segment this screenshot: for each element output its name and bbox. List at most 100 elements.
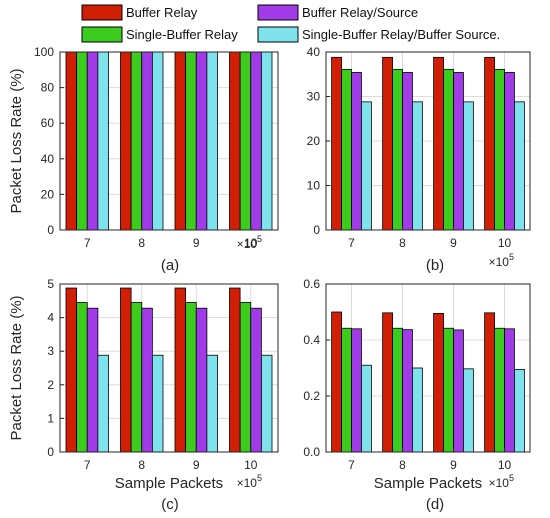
bar: [229, 287, 241, 453]
x-tick-label: 10: [498, 236, 512, 250]
bar: [76, 302, 88, 453]
x-multiplier: ×105: [489, 252, 514, 269]
bar: [443, 68, 454, 231]
legend-swatch: [257, 26, 299, 43]
bar: [130, 51, 143, 231]
y-tick-label: 40: [41, 152, 55, 166]
x-tick-label: 7: [348, 236, 355, 250]
bar: [239, 51, 252, 231]
bar: [494, 68, 505, 231]
bar: [514, 368, 525, 453]
bar: [351, 328, 362, 453]
chart-panel: 0 10 20 30 40 7 8 9 10 ×105 (b): [307, 45, 531, 274]
legend-swatch: [81, 26, 123, 43]
legend-label: Single-Buffer Relay/Buffer Source.: [302, 27, 500, 42]
x-multiplier: ×105: [237, 234, 262, 251]
bar: [151, 354, 164, 453]
x-tick-label: 9: [450, 458, 457, 472]
bar: [97, 354, 109, 453]
x-multiplier: ×105: [489, 473, 514, 490]
axes-frame: [59, 283, 279, 453]
y-tick-label: 30: [307, 90, 321, 104]
legend-item: Single-Buffer Relay/Buffer Source.: [257, 26, 500, 43]
x-tick-label: 8: [138, 458, 145, 472]
bar: [185, 302, 197, 453]
legend-swatch: [81, 4, 123, 21]
bar: [195, 307, 208, 453]
bar: [239, 302, 252, 453]
x-tick-label: 9: [450, 236, 457, 250]
y-tick-label: 40: [307, 45, 321, 59]
bar: [174, 51, 187, 231]
legend-item: Single-Buffer Relay: [81, 26, 238, 43]
x-tick-label: 9: [193, 236, 200, 250]
y-tick-label: 2: [47, 378, 54, 392]
y-tick-label: 3: [47, 344, 54, 358]
x-tick-label: 7: [84, 458, 91, 472]
x-multiplier: ×105: [237, 473, 262, 490]
panel-label: (d): [426, 496, 444, 513]
bar: [412, 101, 423, 231]
bar: [361, 364, 372, 453]
y-tick-label: 10: [307, 179, 321, 193]
axes-frame: [325, 283, 531, 453]
bar: [382, 312, 393, 453]
bar: [463, 368, 474, 453]
bar: [341, 68, 352, 231]
y-tick-label: 60: [41, 116, 55, 130]
bar: [76, 51, 88, 231]
bar: [151, 51, 164, 231]
chart-panel: 0.0 0.2 0.4 0.6 7 8 9 10×105 (d) Sample Packets: [303, 277, 531, 513]
x-tick-label: 8: [399, 458, 406, 472]
legend-swatch: [257, 4, 299, 21]
bar: [392, 327, 403, 453]
bar: [433, 56, 444, 231]
x-tick-label: 9: [193, 458, 200, 472]
bar: [331, 56, 342, 231]
legend-label: Single-Buffer Relay: [126, 27, 238, 42]
bar: [494, 327, 505, 453]
chart-panel: 0 20 40 60 80 100 7 8 9 10×105 (a) Packet Loss Rate…: [8, 45, 279, 274]
panel-label: (c): [161, 496, 179, 513]
x-tick-label: 7: [84, 236, 91, 250]
bar: [120, 51, 132, 231]
y-tick-label: 4: [47, 311, 54, 325]
y-tick-label: 0.2: [303, 389, 320, 403]
bar: [402, 72, 413, 231]
y-tick-label: 5: [47, 277, 54, 291]
panel-label: (b): [426, 257, 444, 274]
bar: [361, 101, 372, 231]
y-tick-label: 0.4: [303, 333, 320, 347]
bar: [331, 311, 342, 453]
bar: [484, 312, 495, 453]
x-axis-label: Sample Packets: [374, 475, 482, 492]
bar: [443, 327, 454, 453]
panel-label: (a): [161, 257, 179, 274]
bar: [433, 312, 444, 453]
bar: [141, 51, 153, 231]
bar: [250, 51, 262, 231]
bar: [351, 72, 362, 231]
y-tick-label: 20: [41, 187, 55, 201]
x-tick-label: 10: [498, 458, 512, 472]
legend-label: Buffer Relay: [126, 5, 198, 20]
legend-item: Buffer Relay/Source: [257, 4, 418, 21]
chart-panel: 0 1 2 3 4 5 7 8 9 10×105 (c) Sample Packets Packet L…: [8, 277, 279, 513]
y-tick-label: 0: [47, 223, 54, 237]
bar: [412, 367, 423, 453]
axes-frame: [59, 51, 279, 231]
x-tick-label: 8: [138, 236, 145, 250]
y-tick-label: 0.6: [303, 277, 320, 291]
x-tick-label: 8: [399, 236, 406, 250]
bar: [185, 51, 197, 231]
bar: [392, 68, 403, 231]
bar: [453, 72, 464, 231]
bar: [260, 51, 273, 231]
legend-label: Buffer Relay/Source: [302, 5, 418, 20]
bar: [382, 56, 393, 231]
bar: [229, 51, 241, 231]
bar: [463, 101, 474, 231]
bar: [120, 287, 132, 453]
